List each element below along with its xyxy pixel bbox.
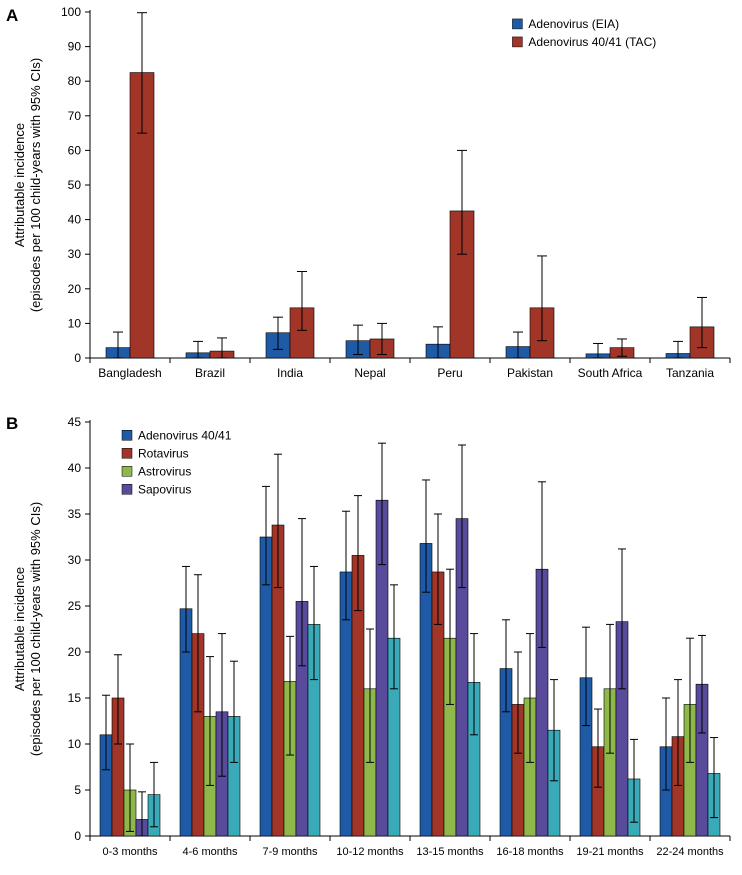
svg-text:South Africa: South Africa (578, 366, 643, 380)
svg-text:40: 40 (68, 213, 82, 227)
svg-text:13-15 months: 13-15 months (416, 846, 484, 858)
legend-label: Adenovirus 40/41 (138, 428, 232, 442)
svg-text:10: 10 (68, 737, 82, 751)
svg-text:(episodes per 100 child-years: (episodes per 100 child-years with 95% C… (28, 58, 43, 312)
svg-text:Attributable incidence: Attributable incidence (12, 123, 27, 247)
svg-text:16-18 months: 16-18 months (496, 846, 564, 858)
legend-swatch (122, 484, 132, 494)
svg-text:22-24 months: 22-24 months (656, 846, 724, 858)
svg-text:19-21 months: 19-21 months (576, 846, 644, 858)
legend-swatch (512, 19, 522, 29)
legend-swatch (512, 37, 522, 47)
legend-label: Adenovirus (EIA) (528, 17, 619, 31)
svg-text:5: 5 (74, 783, 81, 797)
chart-a: 0 10 20 30 40 50 60 70 80 90 100 Attributable incid… (0, 0, 742, 405)
svg-text:40: 40 (68, 461, 82, 475)
legend-label: Adenovirus 40/41 (TAC) (528, 35, 656, 49)
svg-text:20: 20 (68, 645, 82, 659)
figure-container: A B 0102030405060708090100Attributable i… (0, 0, 742, 875)
svg-text:70: 70 (68, 109, 82, 123)
legend-swatch (122, 430, 132, 440)
svg-text:Attributable incidence: Attributable incidence (12, 567, 27, 691)
svg-text:0: 0 (74, 829, 81, 843)
svg-text:45: 45 (68, 415, 82, 429)
svg-text:Tanzania: Tanzania (666, 366, 714, 380)
svg-text:100: 100 (61, 5, 81, 19)
svg-text:Nepal: Nepal (354, 366, 385, 380)
svg-text:30: 30 (68, 247, 82, 261)
svg-text:80: 80 (68, 74, 82, 88)
svg-text:10: 10 (68, 316, 82, 330)
svg-text:Bangladesh: Bangladesh (98, 366, 161, 380)
svg-text:India: India (277, 366, 303, 380)
legend-swatch (122, 448, 132, 458)
svg-text:30: 30 (68, 553, 82, 567)
svg-text:20: 20 (68, 282, 82, 296)
legend-label: Rotavirus (138, 446, 189, 460)
svg-text:0: 0 (74, 351, 81, 365)
svg-text:0-3 months: 0-3 months (102, 846, 158, 858)
svg-text:Brazil: Brazil (195, 366, 225, 380)
svg-text:35: 35 (68, 507, 82, 521)
svg-text:(episodes per 100 child-years: (episodes per 100 child-years with 95% C… (28, 502, 43, 756)
svg-text:50: 50 (68, 178, 82, 192)
svg-text:7-9 months: 7-9 months (262, 846, 318, 858)
legend-label: Astrovirus (138, 464, 191, 478)
svg-text:10-12 months: 10-12 months (336, 846, 404, 858)
svg-text:4-6 months: 4-6 months (182, 846, 238, 858)
svg-text:Peru: Peru (437, 366, 462, 380)
legend-swatch (122, 466, 132, 476)
svg-text:15: 15 (68, 691, 82, 705)
chart-b: 0 5 10 15 20 25 30 35 40 45 Attributable incidence… (0, 405, 742, 875)
svg-text:25: 25 (68, 599, 82, 613)
svg-text:Pakistan: Pakistan (507, 366, 553, 380)
svg-text:90: 90 (68, 40, 82, 54)
svg-text:60: 60 (68, 143, 82, 157)
legend-label: Sapovirus (138, 482, 191, 496)
